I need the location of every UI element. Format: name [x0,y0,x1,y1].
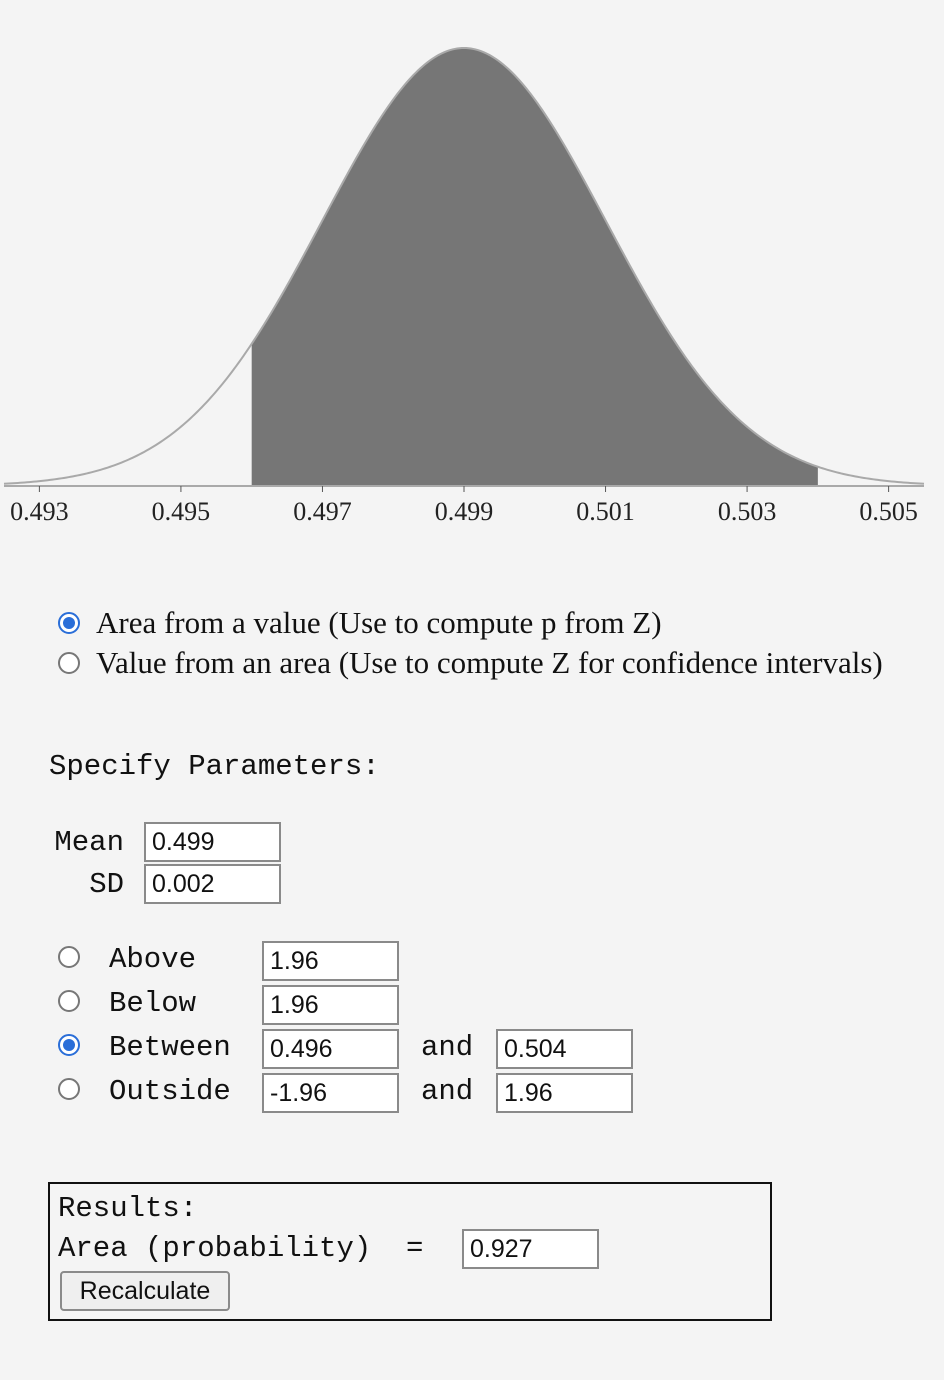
below-label[interactable]: Below [109,987,197,1020]
below-input[interactable] [262,985,399,1025]
above-label[interactable]: Above [109,943,197,976]
density-curve [3,46,925,485]
shaded-area [251,48,818,486]
recalculate-button[interactable]: Recalculate [60,1271,230,1311]
area-probability-label: Area (probability) = [58,1232,424,1265]
outside-and-label: and [421,1075,474,1108]
area-probability-output[interactable] [462,1229,599,1269]
mode-area-from-value-radio[interactable] [58,612,80,634]
results-heading: Results: [58,1192,198,1225]
normal-distribution-chart: 0.493 0.495 0.497 0.499 0.501 0.503 0.505 [3,46,925,526]
between-label[interactable]: Between [109,1031,231,1064]
below-radio[interactable] [58,990,80,1012]
specify-parameters-heading: Specify Parameters: [49,750,380,783]
results-panel: Results: Area (probability) = Recalculat… [48,1182,772,1321]
between-high-input[interactable] [496,1029,633,1069]
mode-option-area-from-value[interactable]: Area from a value (Use to compute p from… [58,603,883,643]
above-radio[interactable] [58,946,80,968]
mode-area-from-value-label[interactable]: Area from a value (Use to compute p from… [96,605,662,640]
x-tick-label: 0.497 [293,497,352,526]
mode-radio-group: Area from a value (Use to compute p from… [58,603,883,683]
above-input[interactable] [262,941,399,981]
outside-low-input[interactable] [262,1073,399,1113]
sd-label: SD [89,868,124,901]
mode-value-from-area-label[interactable]: Value from an area (Use to compute Z for… [96,645,883,680]
x-tick-label: 0.493 [10,497,69,526]
outside-label[interactable]: Outside [109,1075,231,1108]
x-tick-label: 0.503 [718,497,777,526]
outside-high-input[interactable] [496,1073,633,1113]
between-low-input[interactable] [262,1029,399,1069]
x-tick-label: 0.501 [576,497,635,526]
x-tick-label: 0.499 [435,497,494,526]
between-and-label: and [421,1031,474,1064]
mean-input[interactable] [144,822,281,862]
sd-input[interactable] [144,864,281,904]
mean-label: Mean [54,826,124,859]
mode-value-from-area-radio[interactable] [58,652,80,674]
outside-radio[interactable] [58,1078,80,1100]
mode-option-value-from-area[interactable]: Value from an area (Use to compute Z for… [58,643,883,683]
between-radio[interactable] [58,1034,80,1056]
x-tick-label: 0.505 [859,497,918,526]
x-tick-label: 0.495 [152,497,211,526]
